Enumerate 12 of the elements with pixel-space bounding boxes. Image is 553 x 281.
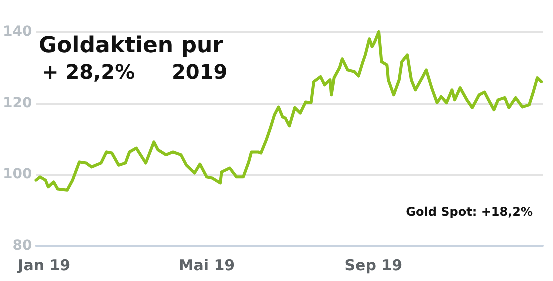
- y-tick-label: 80: [12, 238, 32, 254]
- line-series: [34, 30, 544, 192]
- chart-title: Goldaktien pur: [39, 34, 224, 58]
- x-tick-label: Sep 19: [344, 256, 403, 274]
- y-tick-label: 140: [2, 24, 32, 40]
- x-tick-label: Jan 19: [17, 256, 71, 274]
- annotation: Gold Spot: +18,2%: [406, 205, 534, 219]
- x-tick-label: Mai 19: [178, 256, 236, 274]
- annotation: 2019: [172, 60, 228, 84]
- annotation: + 28,2%: [42, 60, 136, 84]
- y-tick-label: 120: [2, 95, 32, 112]
- y-tick-label: 100: [2, 166, 32, 183]
